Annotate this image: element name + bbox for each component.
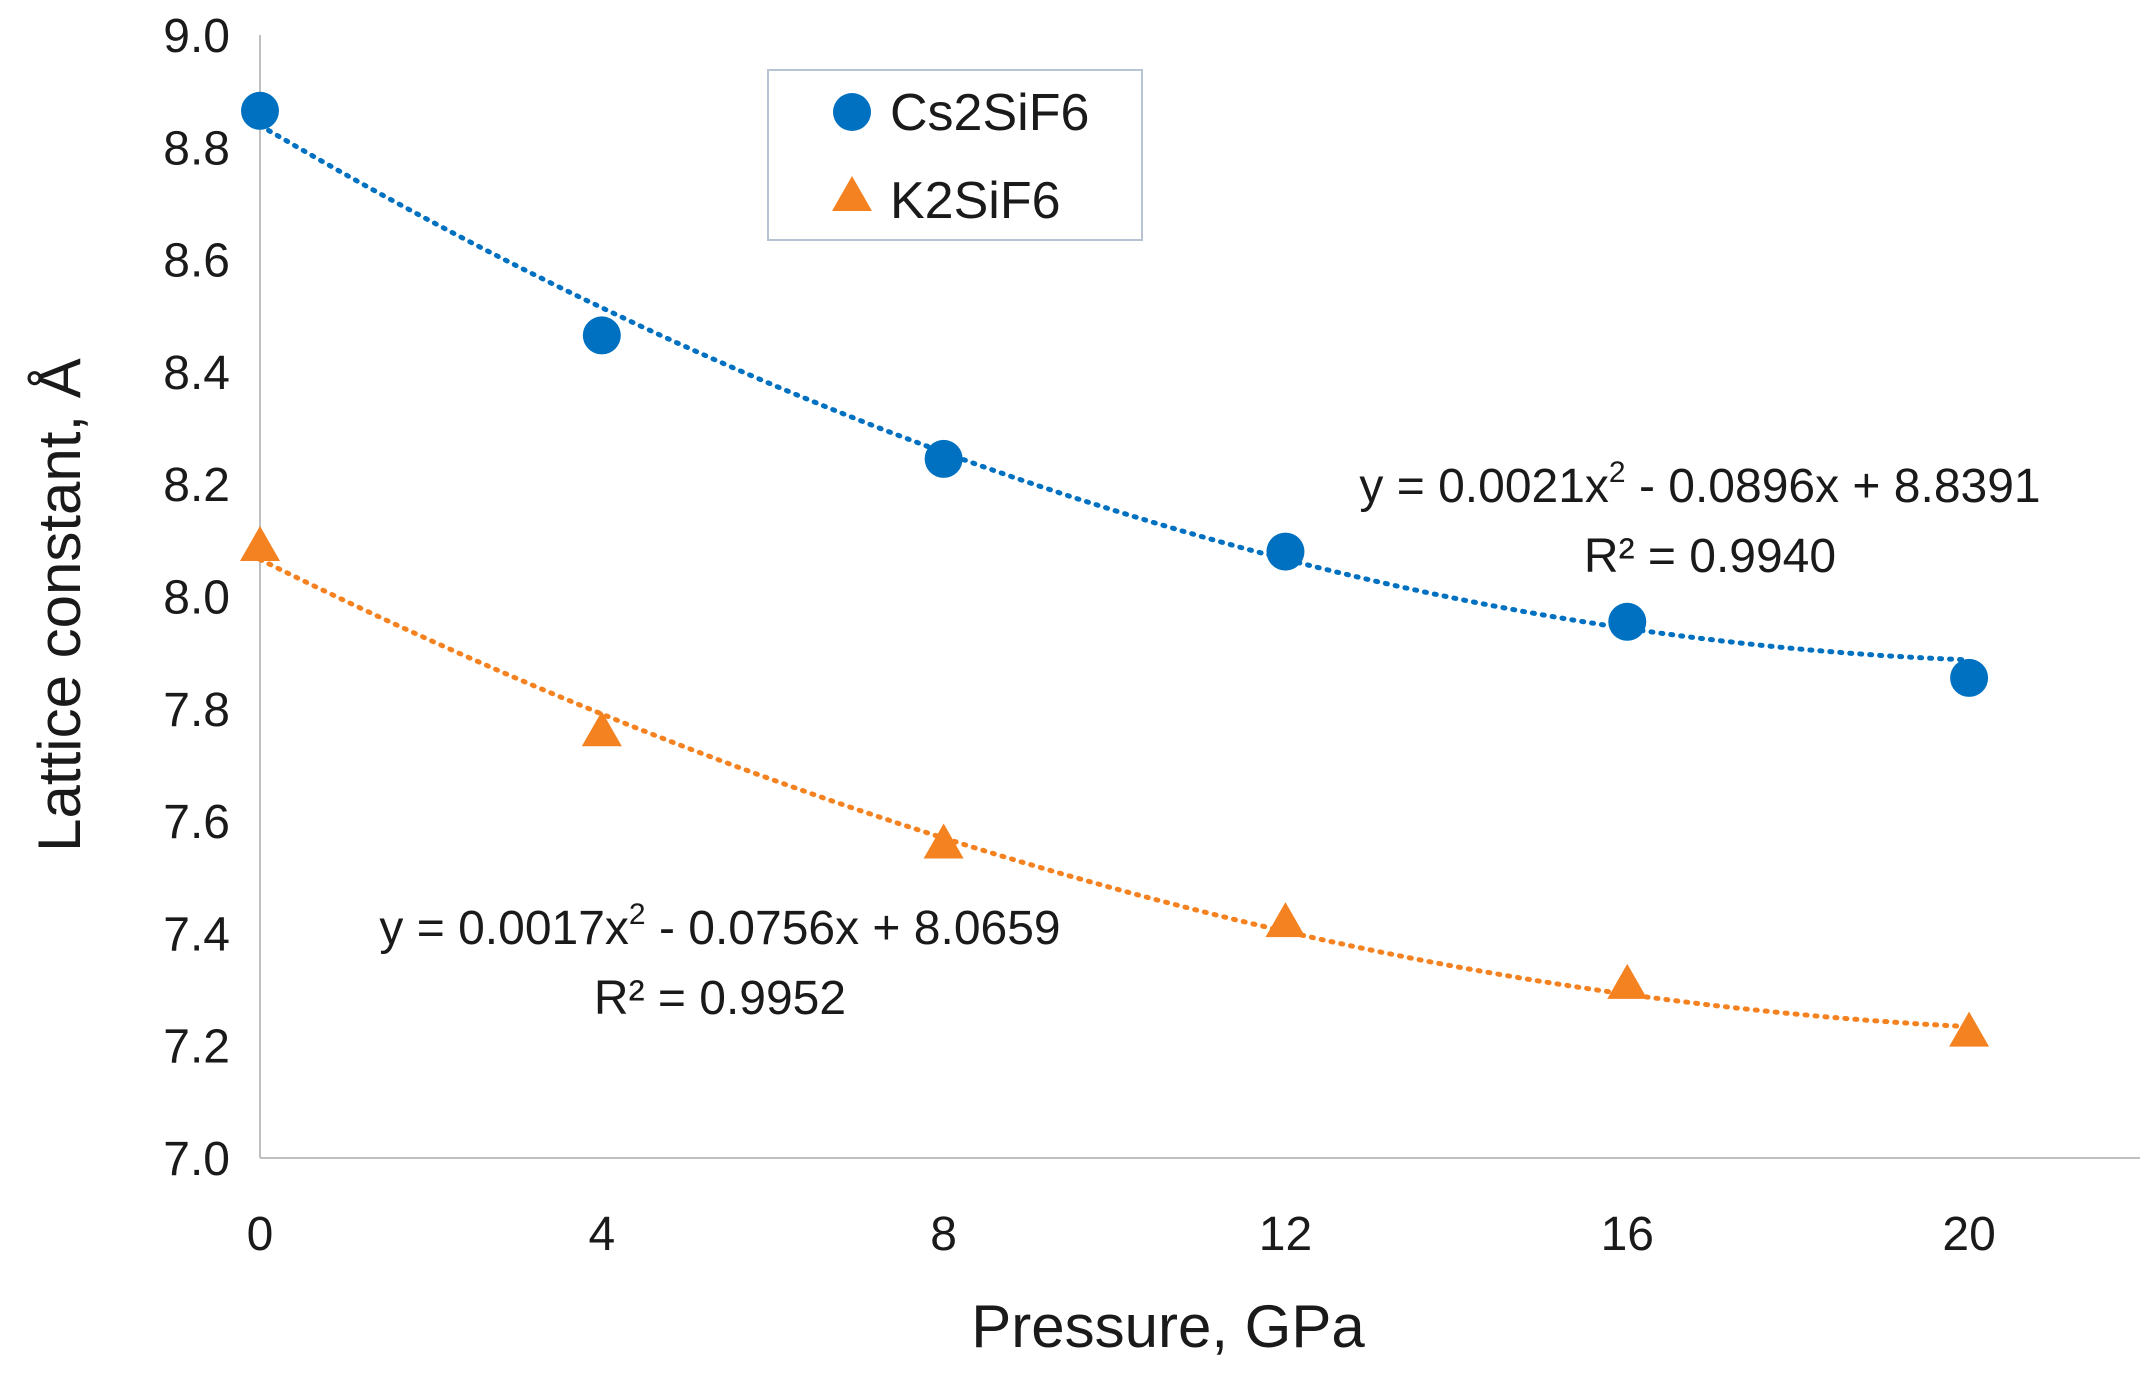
legend-label-k2sif6: K2SiF6 — [890, 172, 1061, 230]
r-squared-k2sif6: R² = 0.9952 — [594, 972, 846, 1025]
chart-axes: 7.0 7.2 7.4 7.6 7.8 8.0 8.2 8.4 8.6 8.8 9.0 0 4 8 12 16… — [163, 10, 2140, 1261]
legend-label-cs2sif6: Cs2SiF6 — [890, 84, 1089, 142]
data-point-cs2sif6 — [1950, 658, 1989, 697]
y-axis-title: Lattice constant, Å — [26, 358, 93, 852]
y-tick-label: 7.6 — [163, 796, 230, 849]
equation-cs2sif6: y = 0.0021x2 - 0.0896x + 8.8391 — [1359, 456, 2040, 513]
data-point-k2sif6 — [240, 525, 280, 561]
x-tick-label: 12 — [1259, 1208, 1312, 1261]
y-tick-label: 8.2 — [163, 459, 230, 512]
trendline-k2sif6 — [257, 557, 1972, 1030]
data-markers — [240, 91, 1990, 1047]
x-tick-label: 16 — [1601, 1208, 1654, 1261]
data-point-cs2sif6 — [1608, 602, 1647, 641]
x-tick-label: 20 — [1942, 1208, 1995, 1261]
y-tick-label: 8.6 — [163, 235, 230, 288]
data-point-k2sif6 — [1265, 902, 1306, 938]
trendline-cs2sif6 — [257, 122, 1972, 663]
trendlines — [257, 122, 1972, 1030]
legend-marker-cs2sif6 — [833, 93, 871, 131]
data-point-k2sif6 — [923, 823, 964, 859]
y-tick-label: 7.4 — [163, 908, 230, 961]
data-point-k2sif6 — [581, 711, 622, 747]
legend-box — [767, 69, 1143, 241]
data-point-k2sif6 — [1607, 963, 1648, 999]
y-tick-label: 8.0 — [163, 572, 230, 625]
data-point-cs2sif6 — [924, 439, 963, 478]
equation-k2sif6: y = 0.0017x2 - 0.0756x + 8.0659 — [379, 898, 1060, 955]
x-tick-label: 4 — [588, 1208, 615, 1261]
x-tick-label: 8 — [930, 1208, 957, 1261]
data-point-cs2sif6 — [582, 316, 621, 355]
data-point-cs2sif6 — [241, 91, 279, 130]
y-tick-label: 7.2 — [163, 1021, 230, 1074]
legend-marker-k2sif6 — [832, 176, 872, 211]
y-tick-label: 7.0 — [163, 1133, 230, 1186]
data-point-k2sif6 — [1949, 1011, 1990, 1047]
y-tick-label: 8.4 — [163, 347, 230, 400]
y-tick-label: 9.0 — [163, 10, 230, 63]
x-tick-label: 0 — [247, 1208, 274, 1261]
x-axis-title: Pressure, GPa — [971, 1293, 1365, 1360]
y-tick-label: 7.8 — [163, 684, 230, 737]
r-squared-cs2sif6: R² = 0.9940 — [1584, 530, 1836, 583]
legend: Cs2SiF6 K2SiF6 — [767, 69, 1143, 241]
y-tick-label: 8.8 — [163, 122, 230, 175]
trendline-equation-k2sif6: y = 0.0017x2 - 0.0756x + 8.0659 R² = 0.9… — [379, 898, 1060, 1025]
data-point-cs2sif6 — [1266, 532, 1305, 571]
trendline-equation-cs2sif6: y = 0.0021x2 - 0.0896x + 8.8391 R² = 0.9… — [1359, 456, 2040, 583]
